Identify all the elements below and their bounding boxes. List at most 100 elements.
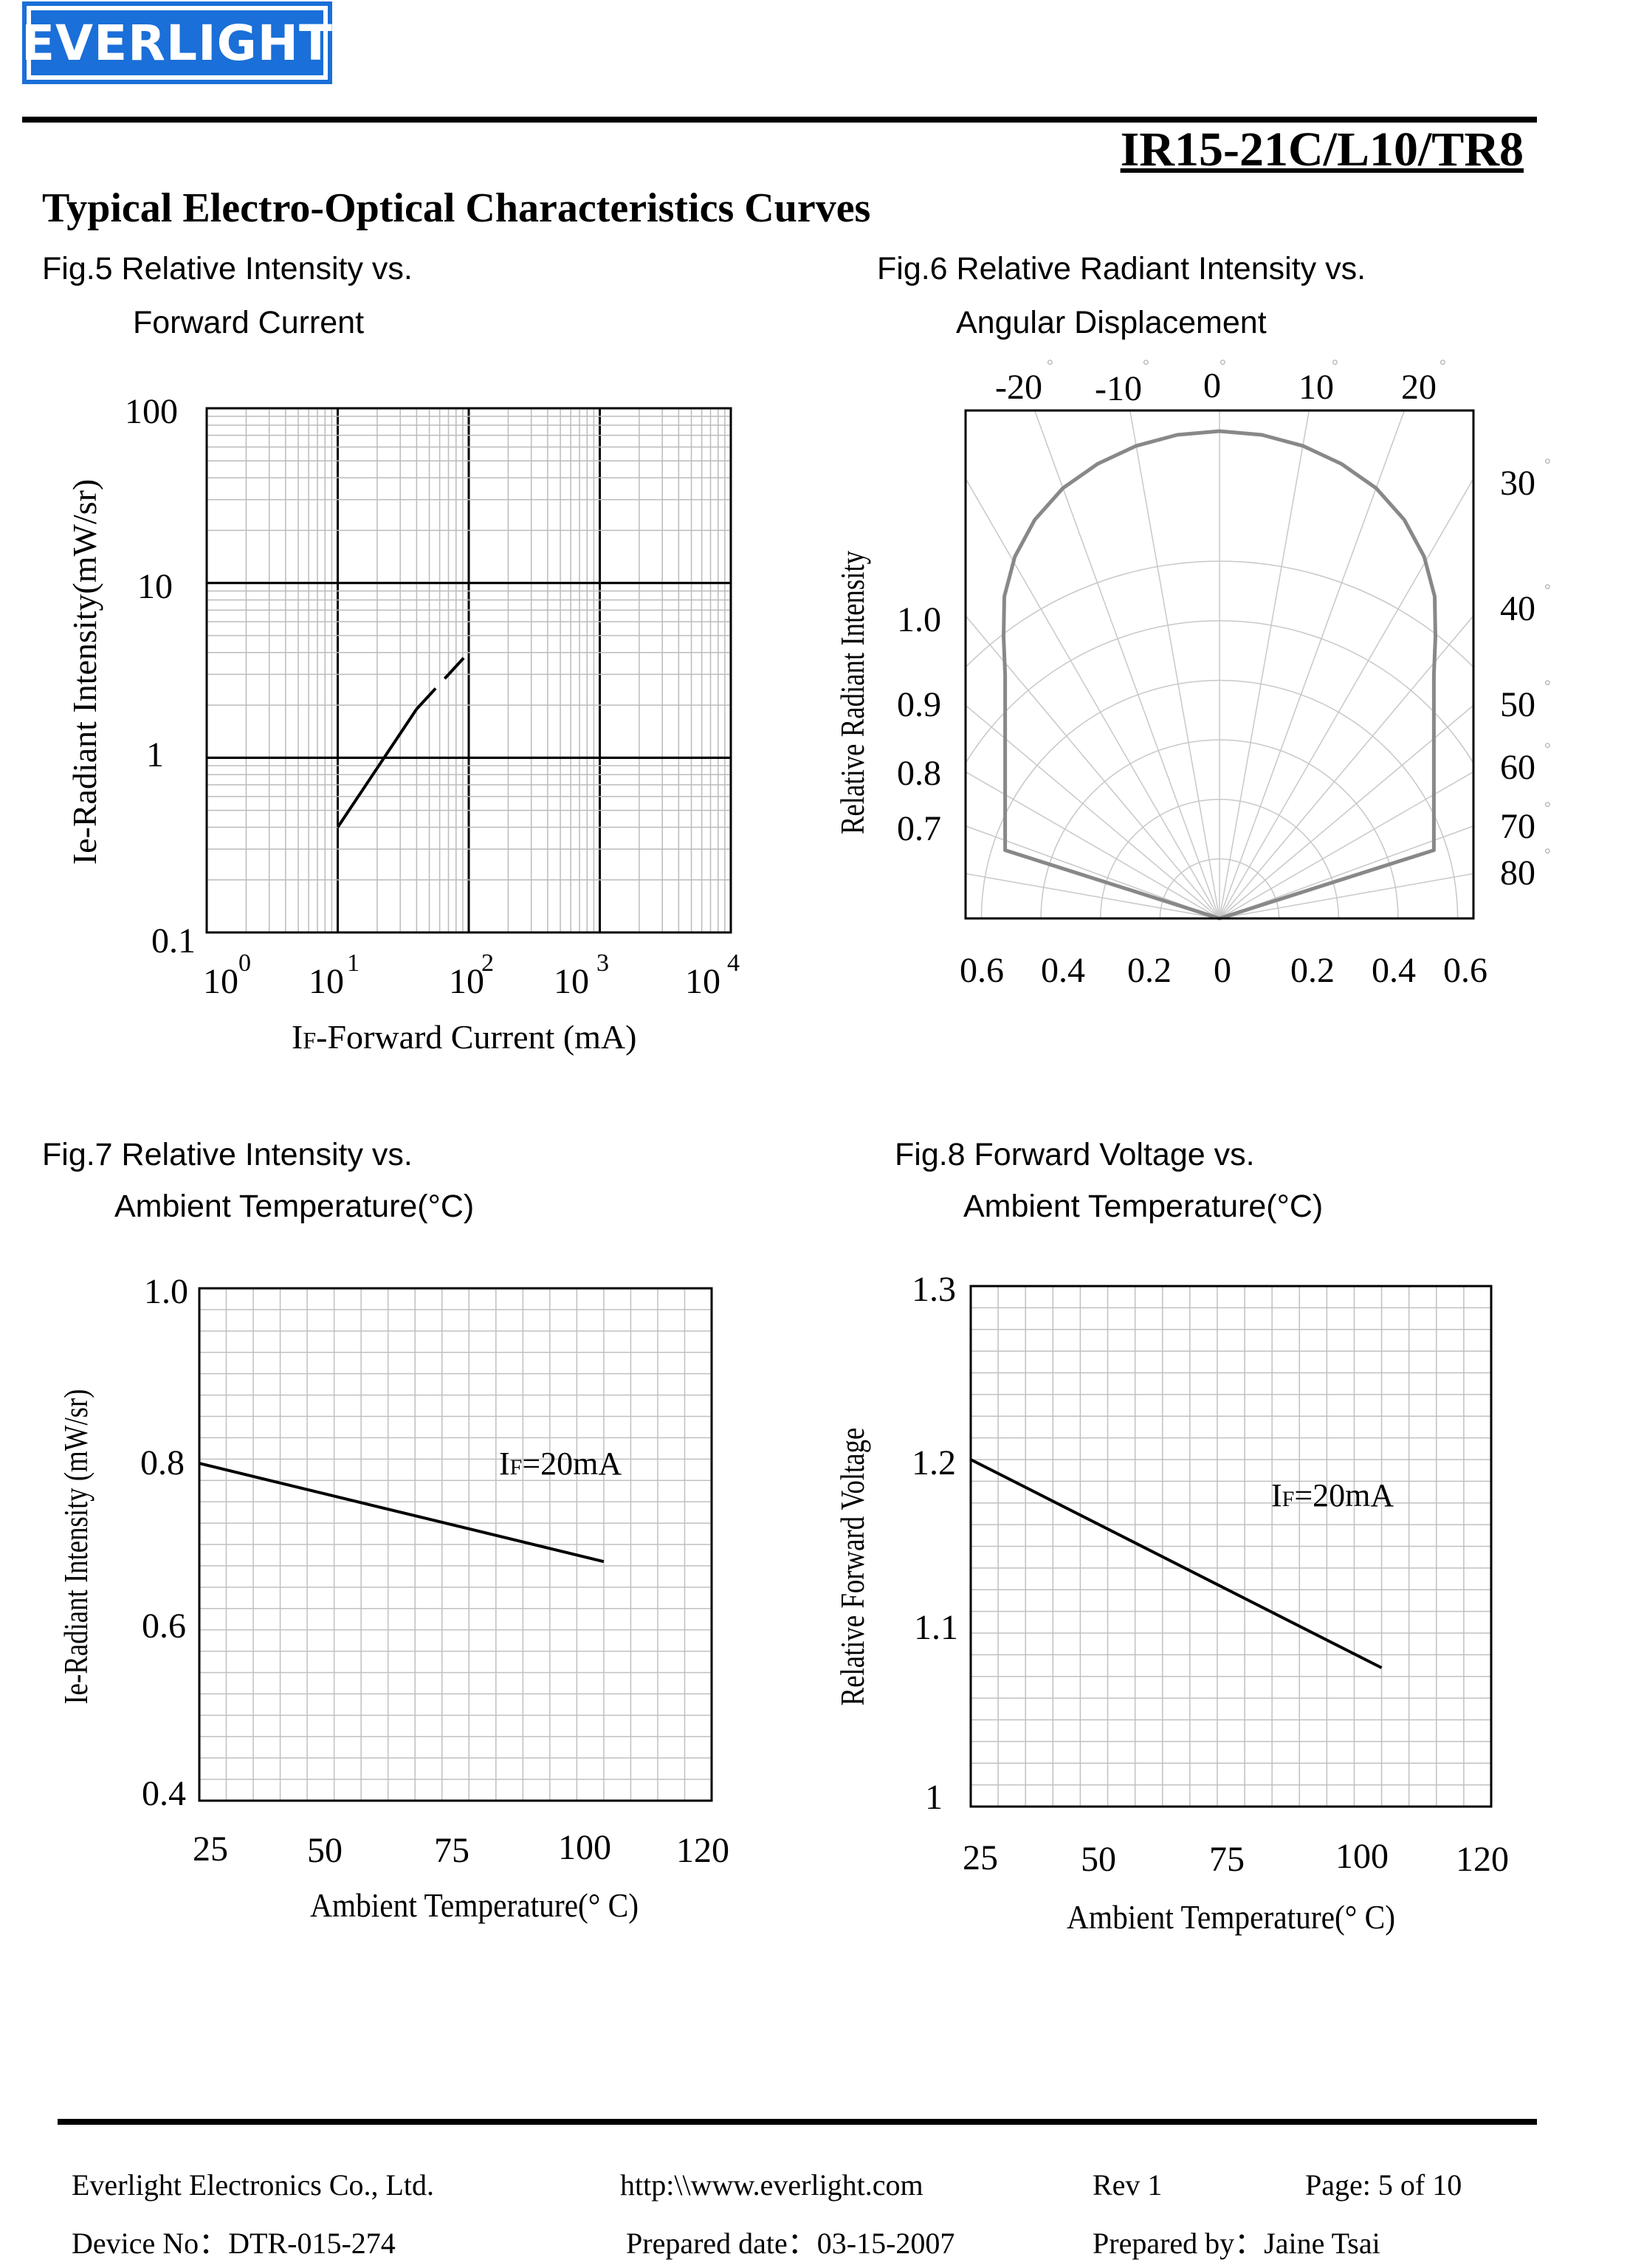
fig8-x-tick: 75 xyxy=(1209,1840,1245,1879)
fig6-radial-label: 0.9 xyxy=(897,685,941,724)
fig7-x-tick: 50 xyxy=(307,1831,343,1870)
fig6-degree-mark: ° xyxy=(1439,356,1446,374)
fig8-x-tick: 100 xyxy=(1335,1837,1389,1876)
fig5-x-tick-base: 10 xyxy=(554,962,589,1001)
fig8-chart: 1.3 1.2 1.1 1 25 50 75 100 120 Ambient T… xyxy=(834,1270,1509,1937)
fig6-grid-spoke xyxy=(966,704,1220,918)
fig6-degree-mark: ° xyxy=(1544,739,1551,757)
fig6-grid-spoke xyxy=(1033,410,1220,918)
fig6-angle-label: 80 xyxy=(1500,853,1535,893)
fig6-degree-mark: ° xyxy=(1143,356,1149,374)
logo-text: EVERLIGHT xyxy=(21,14,334,72)
footer-page: Page: 5 of 10 xyxy=(1305,2168,1462,2202)
fig6-radial-label: 0.8 xyxy=(897,754,941,793)
fig5-x-tick-base: 10 xyxy=(685,962,720,1001)
fig6-degree-mark: ° xyxy=(1220,356,1226,374)
fig6-title-line1: Fig.6 Relative Radiant Intensity vs. xyxy=(877,251,1366,286)
fig6-angle-label: 60 xyxy=(1500,748,1535,787)
fig5-x-tick-exp: 3 xyxy=(596,949,609,977)
fig8-x-tick: 25 xyxy=(963,1838,998,1877)
fig6-angle-label: 0 xyxy=(1203,366,1221,405)
footer-rev: Rev 1 xyxy=(1093,2168,1163,2202)
fig5-x-tick-base: 10 xyxy=(449,962,484,1001)
fig5-chart: 100 10 1 0.1 10 0 10 1 10 2 10 3 10 4 IF… xyxy=(66,392,740,1056)
fig5-x-tick-exp: 0 xyxy=(238,949,251,977)
fig8-title-line2: Ambient Temperature(°C) xyxy=(963,1189,1324,1224)
fig5-x-tick-base: 10 xyxy=(203,962,238,1001)
fig6-grid-spoke xyxy=(1219,410,1310,918)
fig7-x-axis-title: Ambient Temperature(° C) xyxy=(310,1887,639,1924)
fig5-x-tick-exp: 2 xyxy=(481,949,494,977)
fig7-y-tick: 0.6 xyxy=(142,1606,186,1646)
fig6-grid-spoke xyxy=(1219,873,1473,918)
fig6-grid-spoke xyxy=(1219,477,1473,918)
fig6-grid-spoke xyxy=(966,614,1220,918)
fig6-grid-spoke xyxy=(1219,825,1473,918)
top-divider xyxy=(22,117,1537,123)
fig6-angle-label: 70 xyxy=(1500,807,1535,846)
fig6-grid-spoke xyxy=(1219,704,1473,918)
fig5-x-tick-exp: 1 xyxy=(347,949,360,977)
fig6-angle-label: 10 xyxy=(1298,368,1334,407)
fig7-y-tick: 0.8 xyxy=(140,1443,185,1482)
fig7-x-tick: 25 xyxy=(193,1829,228,1869)
fig7-y-tick: 0.4 xyxy=(142,1774,186,1813)
fig6-radial-label: 1.0 xyxy=(897,600,941,639)
fig7-x-tick: 100 xyxy=(558,1828,611,1867)
fig6-grid-spoke xyxy=(1219,410,1406,918)
fig6-grid-spoke xyxy=(966,825,1220,918)
fig5-x-tick-base: 10 xyxy=(309,962,344,1001)
fig7-y-tick: 1.0 xyxy=(144,1272,188,1311)
part-number: IR15-21C/L10/TR8 xyxy=(1120,123,1524,176)
fig8-x-axis-title: Ambient Temperature(° C) xyxy=(1067,1899,1395,1936)
fig6-bottom-label: 0 xyxy=(1214,951,1231,990)
fig6-angle-label: 50 xyxy=(1500,685,1535,724)
footer-company: Everlight Electronics Co., Ltd. xyxy=(72,2168,434,2202)
fig6-grid-ring xyxy=(1040,739,1399,918)
fig7-x-tick: 120 xyxy=(676,1831,729,1870)
fig8-annotation: IF=20mA xyxy=(1271,1477,1394,1513)
fig6-grid-spoke xyxy=(966,477,1220,918)
footer-url: http:\\www.everlight.com xyxy=(620,2168,923,2202)
everlight-logo: EVERLIGHT xyxy=(21,1,332,84)
fig5-x-tick-exp: 4 xyxy=(727,949,740,977)
footer-device-no: Device No：DTR-015-274 xyxy=(72,2227,396,2260)
section-title: Typical Electro-Optical Characteristics … xyxy=(42,185,871,231)
fig5-series-line xyxy=(415,651,470,710)
fig6-chart: -20 -10 0 10 20 ° ° ° ° ° 30 40 50 60 70… xyxy=(834,356,1551,990)
footer-prepared-by: Prepared by：Jaine Tsai xyxy=(1093,2227,1380,2260)
fig6-angle-label: 20 xyxy=(1401,368,1437,407)
fig7-annotation: IF=20mA xyxy=(499,1446,622,1482)
fig6-bottom-label: 0.6 xyxy=(960,951,1004,990)
fig5-y-tick: 0.1 xyxy=(151,921,196,961)
logo-background: EVERLIGHT xyxy=(21,10,332,75)
fig6-grid-spoke xyxy=(1129,410,1220,918)
fig8-title-line1: Fig.8 Forward Voltage vs. xyxy=(895,1137,1255,1172)
fig8-y-tick: 1.1 xyxy=(914,1608,958,1647)
fig5-title-line2: Forward Current xyxy=(133,305,365,340)
fig6-grid-ring xyxy=(966,560,1473,669)
fig6-bottom-label: 0.4 xyxy=(1372,951,1416,990)
fig6-degree-mark: ° xyxy=(1544,845,1551,863)
fig6-angle-label: 30 xyxy=(1500,464,1535,503)
fig6-bottom-label: 0.2 xyxy=(1127,951,1172,990)
fig7-plot-frame xyxy=(198,1287,713,1802)
fig7-title-line2: Ambient Temperature(°C) xyxy=(114,1189,475,1224)
fig5-series-line xyxy=(336,708,419,828)
fig8-series-line xyxy=(970,1458,1383,1669)
fig6-degree-mark: ° xyxy=(1544,580,1551,599)
fig6-angle-label: 40 xyxy=(1500,589,1535,628)
fig5-plot-frame xyxy=(205,407,732,934)
footer-prepared-date: Prepared date：03-15-2007 xyxy=(626,2227,955,2260)
fig8-y-tick: 1.2 xyxy=(912,1443,956,1482)
fig6-bottom-label: 0.2 xyxy=(1290,951,1335,990)
fig7-title-line1: Fig.7 Relative Intensity vs. xyxy=(42,1137,413,1172)
fig6-plot-frame xyxy=(964,409,1475,920)
bottom-divider xyxy=(58,2119,1537,2125)
fig6-degree-mark: ° xyxy=(1544,798,1551,817)
fig6-angle-label: -20 xyxy=(995,368,1042,407)
fig6-bottom-label: 0.4 xyxy=(1041,951,1085,990)
fig6-degree-mark: ° xyxy=(1544,676,1551,695)
fig8-y-tick: 1 xyxy=(925,1778,943,1817)
fig8-plot-frame xyxy=(969,1285,1493,1808)
